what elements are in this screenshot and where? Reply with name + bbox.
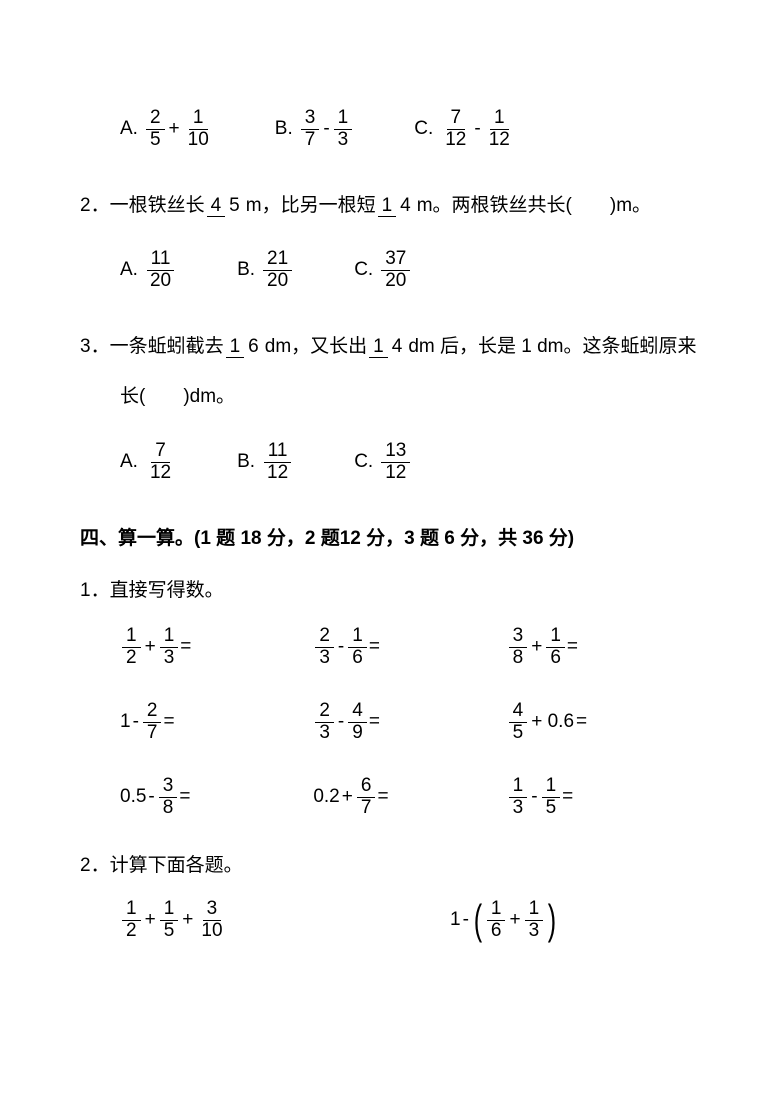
- fraction: 1112: [263, 441, 292, 484]
- q3-text-line1: 3． 一条蚯蚓截去 16 dm，又长出 14 dm 后，长是 1 dm。这条蚯蚓…: [80, 332, 700, 362]
- problem: 23 - 16 =: [313, 626, 506, 669]
- fraction: 45: [207, 196, 244, 217]
- fraction: 110: [184, 108, 213, 151]
- fraction: 712: [441, 108, 470, 151]
- problem: 0.5 - 38 =: [120, 776, 313, 819]
- section-4-sub2: 2． 计算下面各题。 12 + 15 + 310 1 - ( 16 + 13 ): [80, 851, 700, 942]
- option-label: C.: [354, 447, 373, 477]
- direct-calc-grid: 12 + 13 = 23 - 16 = 38 + 16 = 1 - 27 = 2…: [80, 626, 700, 818]
- problem: 45 + 0.6 =: [507, 701, 700, 744]
- problem: 38 + 16 =: [507, 626, 700, 669]
- option-label: A.: [120, 255, 138, 285]
- fraction: 23: [315, 626, 334, 669]
- q3-option-c: C. 1312: [354, 441, 412, 484]
- option-label: A.: [120, 447, 138, 477]
- q2-option-c: C. 3720: [354, 249, 412, 292]
- fraction: 45: [509, 701, 528, 744]
- fraction: 15: [542, 776, 561, 819]
- problem: 23 - 49 =: [313, 701, 506, 744]
- q2-option-a: A. 1120: [120, 249, 177, 292]
- fraction: 12: [122, 899, 141, 942]
- problem: 12 + 13 =: [120, 626, 313, 669]
- q1-option-c: C. 712 - 112: [414, 108, 516, 151]
- section-4-header: 四、算一算。(1 题 18 分，2 题12 分，3 题 6 分，共 36 分): [80, 524, 700, 554]
- fraction: 13: [509, 776, 528, 819]
- fraction: 37: [301, 108, 320, 151]
- option-label: C.: [354, 255, 373, 285]
- problem: 13 - 15 =: [507, 776, 700, 819]
- q1-option-b: B. 37 - 13: [275, 108, 354, 151]
- question-number: 1．: [80, 576, 110, 606]
- fraction: 3720: [381, 249, 410, 292]
- fraction: 27: [143, 701, 162, 744]
- fraction: 16: [487, 899, 506, 942]
- fraction: 1312: [381, 441, 410, 484]
- fraction: 13: [160, 626, 179, 669]
- question-3: 3． 一条蚯蚓截去 16 dm，又长出 14 dm 后，长是 1 dm。这条蚯蚓…: [80, 332, 700, 484]
- fraction: 712: [146, 441, 175, 484]
- sub1-title: 1． 直接写得数。: [80, 576, 700, 606]
- fraction: 14: [378, 196, 415, 217]
- fraction: 16: [226, 337, 263, 358]
- option-label: A.: [120, 114, 138, 144]
- fraction: 1120: [146, 249, 175, 292]
- fraction: 310: [197, 899, 226, 942]
- fraction: 13: [525, 899, 544, 942]
- fraction: 38: [159, 776, 178, 819]
- fraction: 67: [357, 776, 376, 819]
- option-label: B.: [275, 114, 293, 144]
- option-label: B.: [237, 447, 255, 477]
- fraction: 2120: [263, 249, 292, 292]
- problem: 12 + 15 + 310: [120, 899, 410, 942]
- option-label: B.: [237, 255, 255, 285]
- fraction: 12: [122, 626, 141, 669]
- q2-options: A. 1120 B. 2120 C. 3720: [80, 249, 700, 292]
- fraction: 25: [146, 108, 165, 151]
- sub2-title: 2． 计算下面各题。: [80, 851, 700, 881]
- fraction: 15: [160, 899, 179, 942]
- question-number: 2．: [80, 851, 110, 881]
- fraction: 112: [485, 108, 514, 151]
- problem: 1 - 27 =: [120, 701, 313, 744]
- q3-option-b: B. 1112: [237, 441, 294, 484]
- problem: 1 - ( 16 + 13 ): [410, 899, 700, 942]
- question-2: 2． 一根铁丝长 45 m，比另一根短 14 m。两根铁丝共长( )m。 A. …: [80, 191, 700, 292]
- calc-grid: 12 + 15 + 310 1 - ( 16 + 13 ): [80, 899, 700, 942]
- q2-text: 2． 一根铁丝长 45 m，比另一根短 14 m。两根铁丝共长( )m。: [80, 191, 700, 221]
- right-paren-icon: ): [548, 899, 556, 941]
- q2-option-b: B. 2120: [237, 249, 294, 292]
- fraction: 16: [546, 626, 565, 669]
- section-4-sub1: 1． 直接写得数。 12 + 13 = 23 - 16 = 38 + 16 = …: [80, 576, 700, 819]
- question-number: 2．: [80, 191, 110, 221]
- q3-text-line2: 长( )dm。: [80, 382, 700, 412]
- fraction: 13: [334, 108, 353, 151]
- problem: 0.2 + 67 =: [313, 776, 506, 819]
- q3-options: A. 712 B. 1112 C. 1312: [80, 441, 700, 484]
- left-paren-icon: (: [474, 899, 482, 941]
- question-1-options: A. 25 + 110 B. 37 - 13 C. 712 - 112: [80, 108, 700, 151]
- fraction: 38: [509, 626, 528, 669]
- q1-options: A. 25 + 110 B. 37 - 13 C. 712 - 112: [80, 108, 700, 151]
- question-number: 3．: [80, 332, 110, 362]
- q3-option-a: A. 712: [120, 441, 177, 484]
- fraction: 49: [348, 701, 367, 744]
- fraction: 16: [348, 626, 367, 669]
- q1-option-a: A. 25 + 110: [120, 108, 215, 151]
- fraction: 23: [315, 701, 334, 744]
- fraction: 14: [369, 337, 406, 358]
- option-label: C.: [414, 114, 433, 144]
